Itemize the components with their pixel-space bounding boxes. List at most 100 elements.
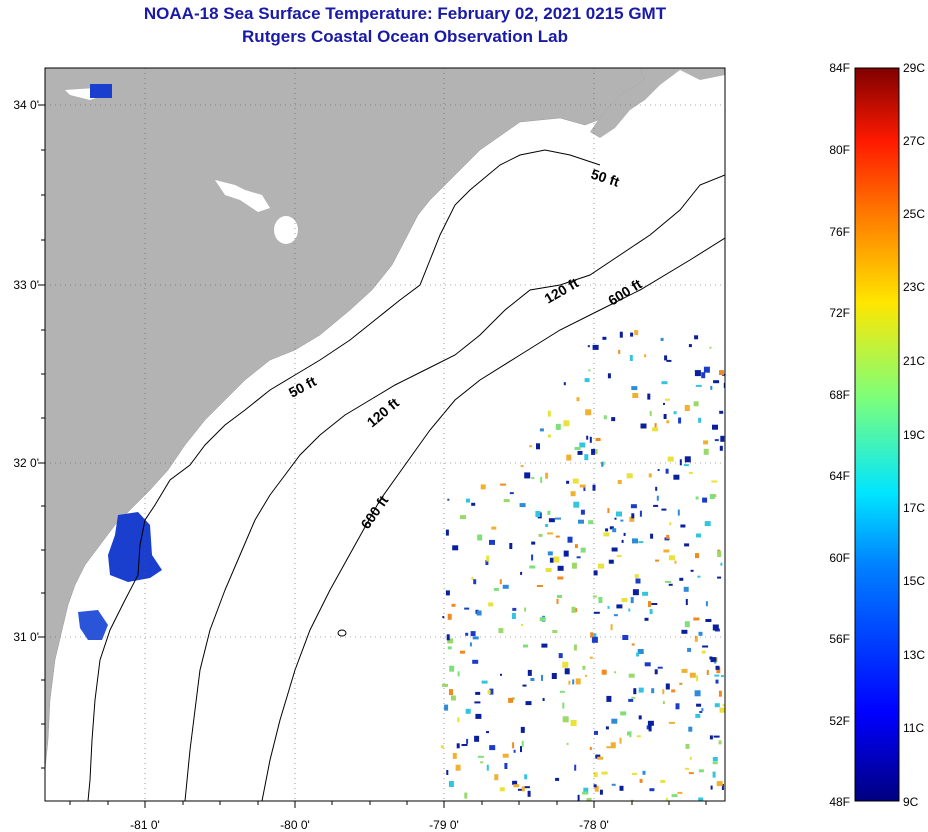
sst-pixel xyxy=(607,508,610,514)
sst-pixel xyxy=(562,716,569,723)
sst-pixel xyxy=(570,491,576,497)
sst-pixel xyxy=(644,354,647,358)
sst-pixel xyxy=(579,442,586,448)
sst-pixel xyxy=(714,674,720,677)
sst-pixel xyxy=(523,644,528,648)
sst-pixel xyxy=(486,764,489,771)
sst-pixel xyxy=(657,469,660,471)
sst-pixel xyxy=(685,743,690,749)
sst-pixel xyxy=(524,774,528,780)
sst-pixel xyxy=(629,516,635,522)
sst-pixel xyxy=(577,450,583,455)
sst-pixel xyxy=(552,630,558,633)
sst-pixel xyxy=(655,559,660,562)
sst-pixel xyxy=(562,702,565,709)
sst-pixel xyxy=(457,717,460,723)
isobath-50ft xyxy=(87,149,601,801)
sst-pixel xyxy=(448,781,454,787)
sst-pixel xyxy=(466,498,470,503)
cold-water-sound xyxy=(108,512,162,582)
sst-pixel xyxy=(681,629,688,634)
sst-pixel xyxy=(671,689,676,693)
sst-pixel xyxy=(650,533,654,539)
sst-pixel xyxy=(703,448,709,455)
sst-pixel xyxy=(539,428,544,432)
sst-pixel xyxy=(662,689,665,695)
sst-pixel xyxy=(698,797,704,801)
sst-pixel xyxy=(465,708,471,714)
sst-pixel xyxy=(472,659,479,664)
sst-pixel xyxy=(673,474,680,480)
sst-pixel xyxy=(654,669,658,675)
sst-pixel xyxy=(545,472,549,479)
sst-pixel xyxy=(508,697,514,703)
sst-pixel xyxy=(605,528,609,532)
sst-pixel xyxy=(502,753,509,758)
sst-pixel xyxy=(539,617,546,622)
sst-pixel xyxy=(702,645,709,648)
colorbar-f-label: 80F xyxy=(829,143,850,157)
sst-pixel xyxy=(649,410,652,416)
sst-pixel xyxy=(563,550,569,557)
sst-pixel xyxy=(632,772,637,775)
sst-pixel xyxy=(697,575,701,578)
sst-pixel xyxy=(666,534,670,539)
sst-pixel xyxy=(685,599,688,605)
sst-pixel xyxy=(696,703,702,707)
sst-pixel xyxy=(521,740,524,747)
sst-pixel xyxy=(523,786,530,789)
sst-pixel xyxy=(627,731,631,736)
sst-pixel xyxy=(616,511,622,517)
sst-pixel xyxy=(701,708,704,712)
sst-pixel xyxy=(595,438,601,441)
sst-pixel xyxy=(446,770,449,775)
sst-pixel xyxy=(512,780,518,785)
sst-pixel xyxy=(555,535,560,538)
sst-pixel xyxy=(654,423,657,429)
sst-pixel xyxy=(529,445,533,448)
sst-pixel xyxy=(564,668,570,675)
sst-pixel xyxy=(633,688,637,695)
sst-pixel xyxy=(694,335,699,340)
sst-pixel xyxy=(473,579,477,585)
sst-pixel xyxy=(571,562,577,569)
sst-pixel xyxy=(718,740,722,745)
sst-pixel xyxy=(716,667,721,674)
sst-pixel xyxy=(698,631,703,636)
sst-pixel xyxy=(683,586,689,592)
sst-pixel xyxy=(572,478,579,484)
sst-pixel xyxy=(644,662,651,667)
sst-pixel xyxy=(705,601,708,607)
sst-pixel xyxy=(610,742,616,749)
sst-pixel xyxy=(603,415,607,420)
sst-pixel xyxy=(583,486,586,491)
sst-pixel xyxy=(636,735,641,738)
sst-pixel xyxy=(460,515,466,520)
sst-pixel xyxy=(684,405,690,411)
land-mass xyxy=(45,68,646,771)
sst-pixel xyxy=(712,424,718,430)
sst-pixel xyxy=(714,703,720,708)
sst-pixel xyxy=(622,635,629,640)
sst-pixel xyxy=(591,636,598,643)
sst-pixel xyxy=(527,669,532,676)
sst-pixel xyxy=(720,675,724,678)
colorbar-c-label: 25C xyxy=(903,207,926,221)
lon-label: -78 0' xyxy=(579,818,609,832)
sst-pixel xyxy=(521,786,525,792)
sst-pixel xyxy=(687,647,692,652)
sst-pixel xyxy=(545,524,549,527)
colorbar-c-label: 27C xyxy=(903,134,926,148)
sst-pixel xyxy=(719,410,724,414)
sst-pixel xyxy=(694,370,701,377)
sst-pixel xyxy=(664,355,668,361)
sst-pixel xyxy=(449,665,455,672)
sst-pixel xyxy=(477,534,483,541)
sst-pixel xyxy=(595,754,601,759)
sst-pixel xyxy=(559,690,565,693)
sst-pixel xyxy=(709,735,713,740)
sst-pixel xyxy=(475,713,482,719)
sst-pixel xyxy=(677,509,680,516)
sst-pixel xyxy=(547,551,553,556)
sst-pixel xyxy=(631,643,635,646)
